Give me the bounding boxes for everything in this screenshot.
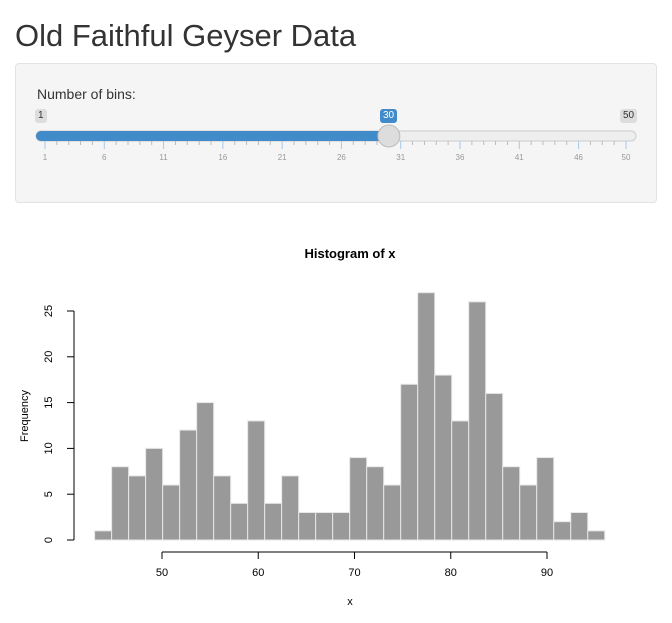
histogram-bar [349, 457, 368, 541]
histogram-bar [111, 466, 130, 541]
histogram-bar [281, 475, 300, 541]
slider-tick-label: 26 [337, 153, 346, 162]
histogram-bar [519, 484, 538, 541]
y-axis-label: Frequency [19, 390, 31, 442]
slider-tick-label: 1 [43, 153, 48, 162]
histogram-bar [298, 512, 317, 541]
y-tick-label: 25 [43, 305, 55, 317]
histogram-bar [196, 402, 215, 541]
histogram-bar [230, 502, 249, 541]
slider-fill [36, 131, 389, 141]
histogram-bar [536, 457, 555, 541]
x-tick-label: 50 [156, 567, 168, 579]
histogram-bar [485, 392, 504, 541]
chart-title: Histogram of x [304, 246, 396, 261]
histogram-bar [264, 502, 283, 541]
slider-tick-label: 21 [278, 153, 287, 162]
y-tick-label: 10 [43, 442, 55, 454]
histogram-bar [128, 475, 147, 541]
histogram-bar [587, 530, 606, 541]
histogram-bar [94, 530, 113, 541]
bins-label: Number of bins: [37, 86, 136, 102]
x-tick-label: 80 [445, 567, 457, 579]
x-tick-label: 70 [348, 567, 360, 579]
histogram-bar [332, 512, 351, 541]
y-tick-label: 0 [43, 537, 55, 543]
histogram-bar [247, 420, 266, 541]
histogram-bar [162, 484, 181, 541]
slider-tick-label: 31 [396, 153, 405, 162]
x-tick-label: 90 [541, 567, 553, 579]
histogram-bar [434, 374, 453, 541]
histogram-bar [145, 447, 164, 541]
histogram-bar [366, 466, 385, 541]
histogram-bar [451, 420, 470, 541]
histogram-bar [179, 429, 198, 541]
histogram-bar [213, 475, 232, 541]
slider-handle[interactable] [377, 124, 401, 148]
slider-tick-label: 46 [574, 153, 583, 162]
slider-tick-label: 36 [456, 153, 465, 162]
slider-tick-label: 50 [622, 153, 631, 162]
slider-value-label: 30 [380, 109, 398, 123]
slider-min-label: 1 [35, 109, 47, 123]
y-tick-label: 20 [43, 351, 55, 363]
slider-tick-label: 16 [218, 153, 227, 162]
histogram-bar [553, 521, 572, 541]
histogram-bar [502, 466, 521, 541]
histogram-bar [315, 512, 334, 541]
histogram-bar [468, 301, 487, 541]
page-title: Old Faithful Geyser Data [15, 18, 357, 53]
histogram-bar [383, 484, 402, 541]
slider-tick-label: 41 [515, 153, 524, 162]
y-tick-label: 5 [43, 491, 55, 497]
histogram-bar [400, 383, 419, 541]
slider-max-label: 50 [620, 109, 638, 123]
slider-tick-label: 11 [159, 153, 168, 162]
x-tick-label: 60 [252, 567, 264, 579]
slider-tick-label: 6 [102, 153, 107, 162]
x-axis-label: x [347, 596, 353, 608]
y-tick-label: 15 [43, 396, 55, 408]
histogram-bar [417, 292, 436, 541]
histogram-bar [570, 512, 589, 541]
